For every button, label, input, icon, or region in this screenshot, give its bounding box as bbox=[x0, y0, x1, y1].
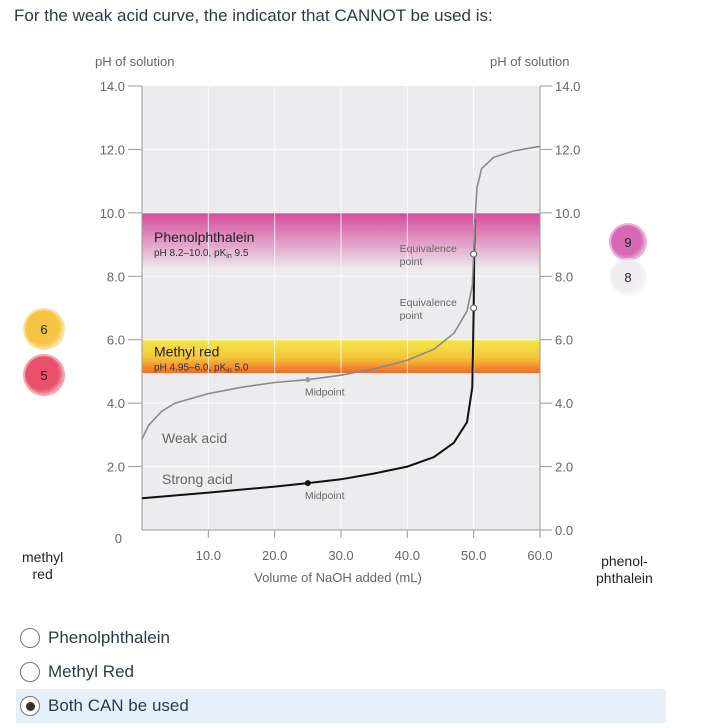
titration-chart: 0 2.0 4.0 6.0 8.0 10.0 12.0 14.0 0.0 2.0 4.0 6.0 8.0… bbox=[95, 54, 580, 585]
y-axis-label-left: pH of solution bbox=[95, 54, 175, 69]
beaker-label: 5 bbox=[40, 367, 48, 383]
equivalence-point-label: Equivalence bbox=[400, 243, 457, 255]
beaker-ph-9: 9 bbox=[611, 225, 645, 259]
question-text: For the weak acid curve, the indicator t… bbox=[14, 6, 493, 25]
midpoint-label: Midpoint bbox=[305, 490, 345, 502]
equivalence-point-marker bbox=[470, 304, 478, 312]
y-tick-label-right: 6.0 bbox=[555, 333, 573, 348]
phenolphthalein-label: phenol- phthalein bbox=[596, 553, 653, 587]
y-tick-label-right: 2.0 bbox=[555, 460, 573, 475]
y-tick-label-right: 14.0 bbox=[555, 79, 580, 94]
midpoint-marker bbox=[304, 480, 311, 487]
x-tick-label: 50.0 bbox=[461, 548, 486, 563]
equivalence-point-label: point bbox=[400, 256, 423, 268]
option-methyl-red[interactable]: Methyl Red bbox=[16, 655, 134, 689]
beaker-ph-8: 8 bbox=[611, 260, 645, 294]
strong-acid-label: Strong acid bbox=[162, 471, 233, 487]
x-tick-label: 60.0 bbox=[527, 548, 552, 563]
y-tick-label-right: 12.0 bbox=[555, 142, 580, 157]
series-line-strong-acid bbox=[141, 219, 476, 500]
label-line: phenol- bbox=[601, 553, 648, 569]
equivalence-point-label: point bbox=[400, 310, 423, 322]
label-line: red bbox=[32, 566, 53, 582]
y-tick-label-left: 14.0 bbox=[100, 79, 125, 94]
option-both-can-be-used[interactable]: Both CAN be used bbox=[16, 689, 666, 723]
radio-button-selected[interactable] bbox=[20, 696, 40, 716]
option-label: Phenolphthalein bbox=[48, 628, 170, 647]
phenolphthalein-band-title: Phenolphthalein bbox=[154, 229, 254, 245]
y-tick-label-right: 8.0 bbox=[555, 269, 573, 284]
x-tick-label: 10.0 bbox=[196, 548, 221, 563]
equivalence-point-label: Equivalence bbox=[400, 297, 457, 309]
phenolphthalein-band-detail: pH 8.2–10.0, pKin 9.5 bbox=[154, 248, 249, 260]
y-tick-label-left: 10.0 bbox=[100, 206, 125, 221]
weak-acid-label: Weak acid bbox=[162, 430, 227, 446]
option-label: Both CAN be used bbox=[48, 696, 189, 715]
y-axis-label-right: pH of solution bbox=[490, 54, 570, 69]
x-axis-label: Volume of NaOH added (mL) bbox=[254, 570, 422, 585]
beaker-ph-5: 5 bbox=[25, 356, 63, 394]
beaker-label: 6 bbox=[40, 321, 48, 337]
equivalence-point-marker bbox=[470, 250, 478, 258]
x-tick-label: 30.0 bbox=[328, 548, 353, 563]
label-line: phthalein bbox=[596, 570, 653, 586]
option-label: Methyl Red bbox=[48, 662, 134, 681]
y-tick-label-left: 4.0 bbox=[107, 396, 125, 411]
y-tick-label-left: 2.0 bbox=[107, 460, 125, 475]
y-tick-label-left: 12.0 bbox=[100, 142, 125, 157]
beaker-ph-6: 6 bbox=[25, 310, 63, 348]
y-tick-label-left: 8.0 bbox=[107, 269, 125, 284]
radio-dot bbox=[25, 701, 35, 711]
y-tick-label-right: 0.0 bbox=[555, 523, 573, 538]
radio-button[interactable] bbox=[20, 628, 40, 648]
methyl-red-band-detail: pH 4.95–6.0, pKin 5.0 bbox=[154, 363, 249, 375]
y-tick-label-right: 4.0 bbox=[555, 396, 573, 411]
y-tick-label-left: 6.0 bbox=[107, 333, 125, 348]
y-tick-label-left: 0 bbox=[115, 531, 122, 546]
x-tick-label: 20.0 bbox=[262, 548, 287, 563]
midpoint-label: Midpoint bbox=[305, 387, 345, 399]
radio-button[interactable] bbox=[20, 662, 40, 682]
x-tick-label: 40.0 bbox=[395, 548, 420, 563]
beaker-label: 8 bbox=[624, 269, 632, 285]
methyl-red-band-title: Methyl red bbox=[154, 344, 219, 360]
y-tick-label-right: 10.0 bbox=[555, 206, 580, 221]
midpoint-marker bbox=[305, 377, 311, 383]
series-line-weak-acid bbox=[141, 145, 541, 440]
beaker-label: 9 bbox=[624, 234, 632, 250]
option-phenolphthalein[interactable]: Phenolphthalein bbox=[16, 621, 170, 655]
label-line: methyl bbox=[22, 549, 64, 565]
methyl-red-label: methyl red bbox=[22, 549, 63, 583]
